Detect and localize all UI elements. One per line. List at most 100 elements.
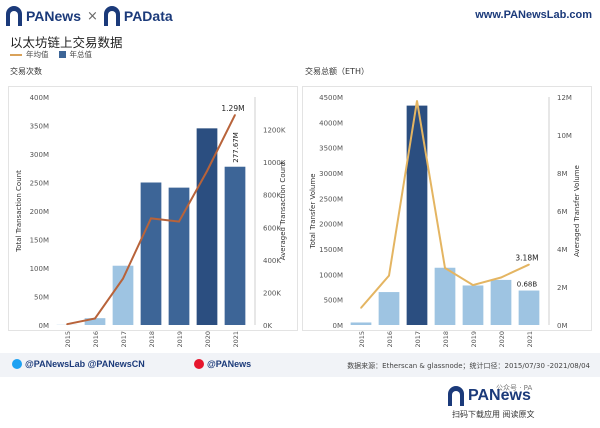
avg-point-2018 [150,217,152,220]
y-tick-label: 200M [30,208,49,216]
y2-tick-label: 0M [557,322,568,330]
chart-left-panel: 0M 50M 100M 150M 200M 250M 300M 350M 400M 0K 200K 4… [8,86,298,348]
weibo-icon [194,359,204,369]
y2-tick-label: 2M [557,284,568,292]
bar-2020 [196,128,218,325]
chart-right: 0M 500M 1000M 1500M 2000M 2500M 3000M 3500M 4000… [309,94,581,348]
x-tick-label-2015: 2015 [64,331,72,348]
chart-left-title: 交易次数 [10,67,42,76]
avg-point-2018 [444,267,446,269]
annotation-line-last: 3.18M [515,254,538,263]
brand-separator: × [86,8,98,24]
avg-point-2020 [206,170,208,172]
x-tick-label-2020: 2020 [204,331,212,348]
y-tick-label: 0M [39,322,50,330]
bar-2020 [490,279,512,325]
twitter-handles[interactable]: @PANewsLab @PANewsCN [12,359,145,369]
avg-point-2021 [528,263,530,266]
chart-right-title: 交易总额（ETH） [305,67,369,76]
avg-point-2021 [234,114,236,116]
avg-point-2020 [500,276,502,279]
y2-tick-label: 1000K [263,159,286,167]
x-tick-label-2017: 2017 [414,331,422,348]
x-tick-label-2015: 2015 [358,331,366,348]
bar-2017 [112,265,134,325]
weibo-text: @PANews [207,359,252,369]
y2-axis-title: Averaged Transaction Count [279,162,287,261]
x-tick-label-2018: 2018 [148,331,156,348]
y-tick-label: 2000M [319,221,343,229]
brand-left: PANews [26,8,81,24]
bar-2018 [140,182,162,325]
annotation-bar-last: 0.68B [517,281,538,289]
y2-tick-label: 12M [557,94,572,102]
weibo-handle[interactable]: @PANews [194,359,251,369]
bar-2021 [224,166,246,325]
y-tick-label: 2500M [319,195,343,203]
y2-tick-label: 600K [263,224,281,232]
x-tick-label-2018: 2018 [442,331,450,348]
annotation-line-last: 1.29M [221,104,244,113]
twitter-text: @PANewsLab @PANewsCN [25,359,145,369]
bar-2016 [84,318,106,325]
y-tick-label: 100M [30,265,49,273]
footer-brand-sub[interactable]: 扫码下载应用 阅读原文 [452,410,535,419]
brand-logo: PANews × PAData [6,4,173,28]
avg-point-2015 [66,323,68,325]
x-tick-label-2021: 2021 [232,331,240,348]
site-url[interactable]: www.PANewsLab.com [475,9,592,21]
y-tick-label: 50M [34,294,49,302]
chart-right-panel: 0M 500M 1000M 1500M 2000M 2500M 3000M 3500M 4000… [302,86,592,348]
y-tick-label: 250M [30,180,49,188]
bar-2019 [462,285,484,325]
bar-2021 [518,290,540,325]
footer-brand: PANews [448,386,531,406]
y-tick-label: 1000M [319,271,343,279]
bar-2017 [406,105,428,325]
y-axis-title: Total Transfer Volume [309,174,317,250]
twitter-icon [12,359,22,369]
avg-point-2016 [94,317,96,320]
footer-band [0,353,600,377]
data-source: 数据来源：Etherscan & glassnode；统计口径：2015/07/… [347,362,590,370]
avg-point-2015 [360,307,362,309]
x-tick-label-2017: 2017 [120,331,128,348]
legend: 年均值 年总值 [10,49,92,60]
y2-tick-label: 10M [557,132,572,140]
y-tick-label: 150M [30,237,49,245]
y2-tick-label: 4M [557,246,568,254]
y-tick-label: 3500M [319,145,343,153]
wechat-watermark: 公众号 · PA [496,384,533,392]
x-tick-label-2016: 2016 [386,331,394,348]
legend-bar-label: 年总值 [69,50,93,59]
y2-tick-label: 6M [557,208,568,216]
x-tick-label-2020: 2020 [498,331,506,348]
x-tick-label-2021: 2021 [526,331,534,348]
legend-line-swatch [10,53,22,56]
page-title: 以太坊链上交易数据 [10,35,123,50]
footer-brand-text: PANews [468,387,531,404]
y-tick-label: 0M [333,322,344,330]
chart-left: 0M 50M 100M 150M 200M 250M 300M 350M 400M 0K 200K 4… [15,94,287,348]
footer-logo-icon [448,386,464,406]
y2-tick-label: 400K [263,257,281,265]
y-tick-label: 300M [30,151,49,159]
avg-point-2016 [388,274,390,277]
y2-tick-label: 0K [263,322,272,330]
y2-axis-title: Averaged Transfer Volume [573,165,581,257]
avg-point-2017 [122,277,124,280]
bar-2015 [350,322,372,325]
y2-tick-label: 200K [263,289,281,297]
y2-tick-label: 1200K [263,127,286,135]
brand-right: PAData [123,8,173,24]
x-tick-label-2019: 2019 [470,331,478,348]
legend-line-label: 年均值 [26,50,49,59]
y-tick-label: 4000M [319,119,343,127]
avg-point-2019 [178,220,180,223]
padata-logo-icon [103,6,120,26]
header: PANews × PAData www.PANewsLab.com [0,0,600,30]
annotation-bar-last: 277.67M [232,132,240,163]
y-tick-label: 1500M [319,246,343,254]
y-tick-label: 500M [324,297,343,305]
avg-point-2019 [472,284,474,286]
